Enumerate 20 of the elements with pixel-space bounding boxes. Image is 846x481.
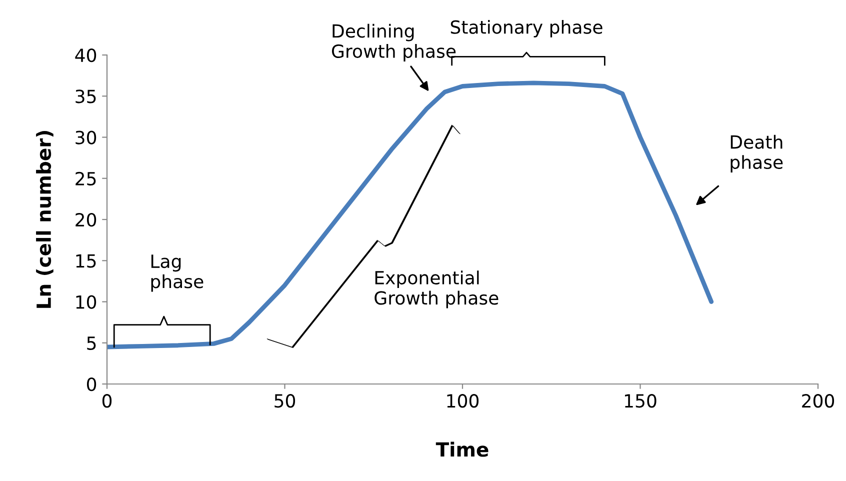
y-tick-label: 20	[76, 212, 96, 227]
x-tick-label: 100	[447, 394, 479, 408]
y-tick-label: 30	[76, 130, 96, 144]
y-tick-label: 35	[76, 90, 96, 104]
x-tick-label: 0	[102, 394, 112, 408]
annotation: Lag phase	[151, 254, 204, 292]
y-tick-label: 0	[86, 377, 96, 392]
x-tick-label: 150	[625, 394, 656, 408]
x-tick-label: 50	[274, 394, 296, 408]
x-tick-label: 200	[802, 394, 834, 408]
annotation: Exponential Growth phase	[374, 270, 498, 308]
y-tick-label: 5	[87, 336, 96, 350]
y-tick-label: 40	[75, 48, 96, 62]
annotation: Death phase	[730, 134, 783, 173]
line-series	[107, 80, 714, 350]
x-axis-title: Time	[436, 442, 488, 457]
y-axis-title: Ln (cell number)	[36, 131, 54, 308]
y-tick-label: 10	[76, 295, 96, 309]
y-tick-label: 15	[76, 254, 96, 268]
y-tick-label: 25	[76, 172, 96, 186]
